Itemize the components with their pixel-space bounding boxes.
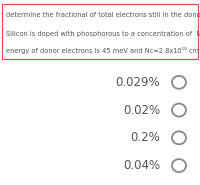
FancyBboxPatch shape (2, 4, 198, 59)
Text: energy of donor electrons is 45 meV and Nc=2.8x10¹⁹ cm⁻³]: energy of donor electrons is 45 meV and … (6, 46, 200, 54)
Circle shape (172, 159, 186, 172)
Circle shape (172, 104, 186, 117)
Text: 0.029%: 0.029% (115, 76, 160, 89)
Text: 0.2%: 0.2% (130, 131, 160, 144)
Circle shape (172, 131, 186, 144)
Text: Silicon is doped with phosphorous to a concentration of  Ne=10¹¹ cm⁻³.  [The ion: Silicon is doped with phosphorous to a c… (6, 29, 200, 37)
Text: determine the fractional of total electrons still in the donor states at T= 300K: determine the fractional of total electr… (6, 12, 200, 18)
Text: 0.02%: 0.02% (123, 104, 160, 117)
Circle shape (172, 76, 186, 89)
Text: 0.04%: 0.04% (123, 159, 160, 172)
